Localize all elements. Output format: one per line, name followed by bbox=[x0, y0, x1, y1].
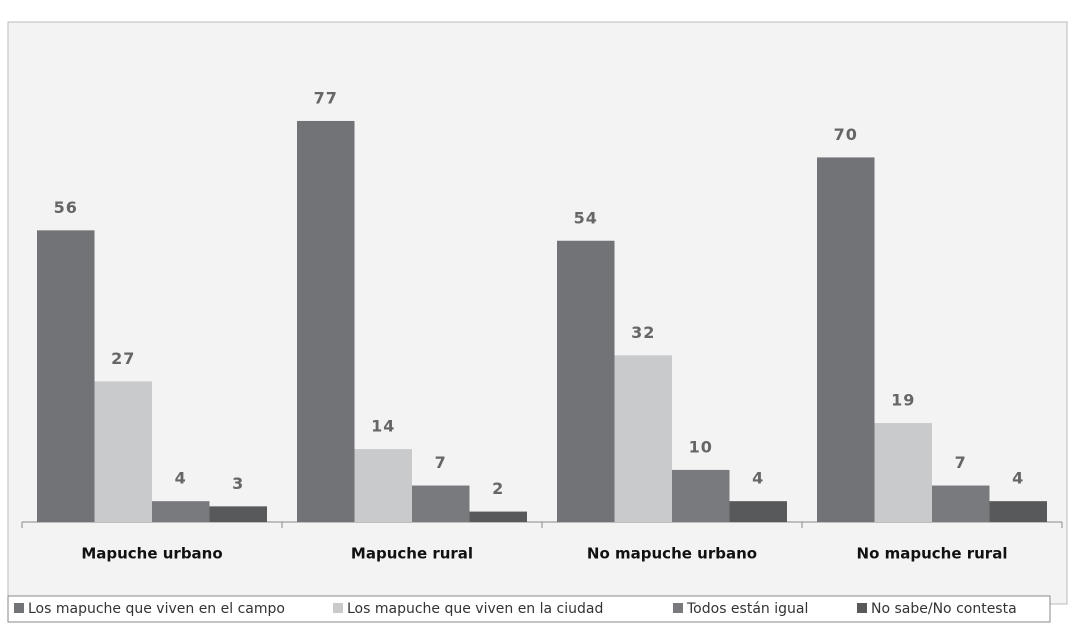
data-label: 54 bbox=[574, 208, 598, 227]
data-label: 27 bbox=[111, 349, 135, 368]
bar bbox=[989, 501, 1047, 522]
legend-swatch bbox=[333, 603, 343, 613]
bar bbox=[94, 381, 152, 522]
data-label: 70 bbox=[834, 125, 858, 144]
data-label: 19 bbox=[891, 391, 915, 410]
bar bbox=[412, 485, 470, 522]
data-label: 77 bbox=[314, 88, 338, 107]
bar bbox=[469, 511, 527, 522]
data-label: 10 bbox=[689, 437, 713, 456]
bar bbox=[37, 230, 95, 523]
data-label: 4 bbox=[1012, 469, 1024, 488]
bar bbox=[817, 157, 875, 522]
data-label: 2 bbox=[492, 479, 504, 498]
bar bbox=[354, 449, 412, 522]
data-label: 4 bbox=[752, 469, 764, 488]
bar bbox=[614, 355, 672, 522]
data-label: 56 bbox=[54, 198, 78, 217]
data-label: 4 bbox=[175, 469, 187, 488]
data-label: 14 bbox=[371, 417, 395, 436]
bar bbox=[874, 423, 932, 522]
bar bbox=[557, 240, 615, 522]
legend-swatch bbox=[673, 603, 683, 613]
bar bbox=[152, 501, 210, 522]
legend-label: Los mapuche que viven en el campo bbox=[28, 601, 285, 617]
legend-swatch bbox=[14, 603, 24, 613]
legend-label: No sabe/No contesta bbox=[871, 601, 1017, 617]
legend-label: Todos están igual bbox=[686, 601, 808, 617]
x-tick-label: No mapuche urbano bbox=[587, 545, 757, 563]
legend-swatch bbox=[857, 603, 867, 613]
x-tick-label: Mapuche urbano bbox=[81, 545, 222, 563]
x-tick-label: Mapuche rural bbox=[351, 545, 473, 563]
data-label: 7 bbox=[955, 453, 967, 472]
legend-box bbox=[7, 595, 1051, 623]
data-label: 32 bbox=[631, 323, 655, 342]
bar bbox=[672, 469, 730, 522]
bar bbox=[209, 506, 267, 522]
x-tick-label: No mapuche rural bbox=[857, 545, 1008, 563]
bar bbox=[729, 501, 787, 522]
bar bbox=[932, 485, 990, 522]
data-label: 3 bbox=[232, 474, 244, 493]
data-label: 7 bbox=[435, 453, 447, 472]
bar bbox=[297, 120, 355, 522]
legend-label: Los mapuche que viven en la ciudad bbox=[347, 601, 603, 617]
